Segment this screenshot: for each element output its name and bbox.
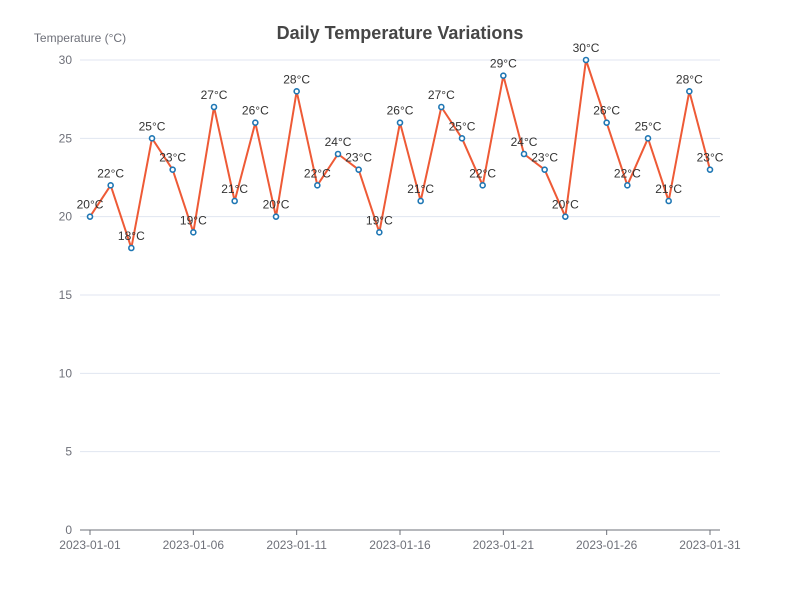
data-point [210, 103, 218, 111]
data-point [686, 88, 693, 95]
y-axis-label: Temperature (°C) [34, 31, 126, 45]
data-label: 23°C [531, 151, 558, 165]
x-tick-label: 2023-01-21 [473, 538, 535, 552]
data-label: 28°C [676, 72, 703, 86]
data-point [396, 119, 404, 126]
data-label: 26°C [593, 104, 620, 118]
data-point [86, 213, 94, 220]
data-point [706, 166, 714, 173]
data-label: 25°C [449, 119, 476, 133]
data-point [190, 229, 197, 236]
x-tick-label: 2023-01-31 [679, 538, 741, 552]
data-point [665, 197, 672, 205]
data-label: 25°C [635, 119, 662, 133]
data-point [624, 182, 631, 189]
data-point [376, 229, 383, 236]
grid-lines [80, 59, 720, 453]
data-points [86, 56, 714, 252]
data-label: 22°C [97, 166, 124, 180]
y-tick-label: 15 [59, 288, 73, 302]
data-point [252, 119, 259, 126]
data-label: 24°C [511, 135, 538, 149]
data-label: 28°C [283, 72, 310, 86]
data-point [562, 213, 569, 220]
x-tick-label: 2023-01-06 [163, 538, 225, 552]
y-tick-label: 25 [59, 131, 73, 145]
data-point [128, 244, 135, 252]
data-label: 25°C [139, 119, 166, 133]
x-tick-label: 2023-01-16 [369, 538, 431, 552]
data-label: 23°C [345, 151, 372, 165]
data-label: 27°C [428, 88, 455, 102]
data-label: 20°C [552, 198, 579, 212]
data-point [541, 166, 548, 173]
data-label: 19°C [180, 213, 207, 227]
data-label: 23°C [697, 151, 724, 165]
data-label: 26°C [242, 104, 269, 118]
chart-title: Daily Temperature Variations [277, 23, 524, 43]
y-tick-label: 30 [59, 53, 73, 67]
data-label: 24°C [325, 135, 352, 149]
y-tick-label: 10 [59, 366, 73, 380]
data-label: 21°C [655, 182, 682, 196]
data-label: 20°C [263, 198, 290, 212]
data-point [334, 150, 342, 158]
data-label: 22°C [304, 166, 331, 180]
y-tick-label: 0 [65, 523, 72, 537]
data-label: 22°C [614, 166, 641, 180]
data-point [293, 88, 300, 95]
x-tick-label: 2023-01-01 [59, 538, 121, 552]
x-tick-label: 2023-01-11 [266, 538, 327, 552]
y-tick-label: 5 [65, 445, 72, 459]
data-label: 19°C [366, 213, 393, 227]
data-label: 30°C [573, 41, 600, 55]
data-label: 23°C [159, 151, 186, 165]
data-label: 27°C [201, 88, 228, 102]
data-point [458, 135, 466, 142]
data-label: 21°C [221, 182, 248, 196]
data-point [231, 197, 238, 205]
data-point [479, 182, 486, 189]
data-point [500, 72, 507, 79]
data-point [520, 150, 528, 158]
y-tick-label: 20 [59, 210, 73, 224]
data-label: 21°C [407, 182, 434, 196]
x-tick-label: 2023-01-26 [576, 538, 638, 552]
data-label: 29°C [490, 57, 517, 71]
data-point [355, 166, 362, 173]
data-point [169, 166, 176, 173]
data-labels: 20°C 22°C 18°C 25°C 23°C 19°C 27°C 21°C 26°C 20°C… [77, 41, 724, 243]
data-point [272, 213, 280, 220]
data-point [644, 135, 652, 142]
data-label: 20°C [77, 198, 104, 212]
data-point [438, 103, 445, 111]
data-label: 22°C [469, 166, 496, 180]
data-point [582, 56, 590, 64]
data-point [148, 135, 156, 142]
data-point [417, 197, 424, 205]
data-label: 18°C [118, 229, 145, 243]
data-point [107, 182, 114, 189]
axes: 0 5 10 15 20 25 30 2023-01-01 2023-01-06 2023-01-… [59, 53, 741, 552]
data-label: 26°C [387, 104, 414, 118]
data-point [603, 119, 610, 126]
data-point [314, 182, 321, 189]
